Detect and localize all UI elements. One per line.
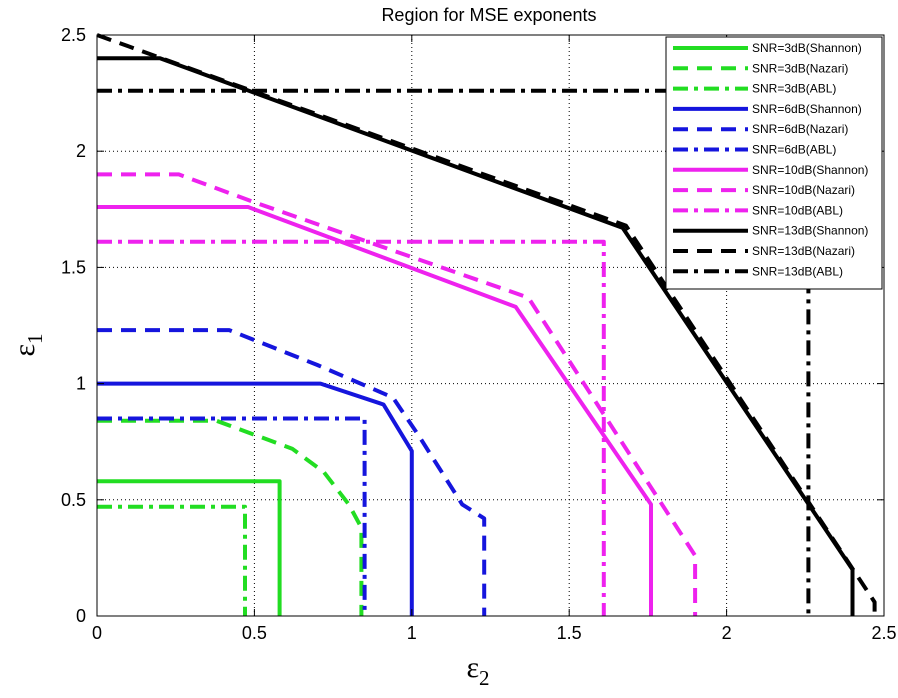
y-axis-label-subscript: 1 bbox=[23, 333, 47, 344]
y-axis-label-symbol: ε bbox=[8, 344, 41, 357]
legend-entry-label: SNR=10dB(Nazari) bbox=[752, 183, 855, 197]
chart-title: Region for MSE exponents bbox=[381, 5, 596, 25]
x-axis-label: ε2 bbox=[466, 651, 489, 690]
y-tick-label: 0 bbox=[76, 606, 86, 626]
axis-ticks: 0 0.5 1 1.5 2 2.5 0 0.5 1 1.5 2 2.5 bbox=[61, 25, 897, 643]
svg-text:ε2: ε2 bbox=[466, 651, 489, 690]
legend-entry-label: SNR=6dB(ABL) bbox=[752, 143, 836, 157]
y-tick-label: 0.5 bbox=[61, 490, 86, 510]
series-line-SNR=10dB(Nazari) bbox=[97, 172, 698, 616]
legend-entry-label: SNR=3dB(ABL) bbox=[752, 82, 836, 96]
series-line-SNR=6dB(Nazari) bbox=[97, 328, 487, 616]
series-line-SNR=10dB(ABL) bbox=[97, 239, 606, 616]
series-line-SNR=13dB(ABL) bbox=[97, 88, 811, 616]
legend-entry-label: SNR=13dB(Shannon) bbox=[752, 224, 868, 238]
x-tick-label: 1.5 bbox=[557, 623, 582, 643]
svg-text:ε1: ε1 bbox=[8, 333, 47, 356]
series-line-SNR=10dB(Shannon) bbox=[97, 205, 653, 616]
legend: SNR=3dB(Shannon) SNR=3dB(Nazari) SNR=3dB(A… bbox=[665, 36, 883, 290]
series-group bbox=[96, 33, 877, 616]
y-tick-label: 1.5 bbox=[61, 257, 86, 277]
y-tick-label: 2 bbox=[76, 141, 86, 161]
plot-frame bbox=[96, 34, 885, 617]
y-axis-label: ε1 bbox=[8, 333, 47, 356]
legend-entry-label: SNR=3dB(Shannon) bbox=[752, 41, 862, 55]
legend-entry-label: SNR=10dB(ABL) bbox=[752, 203, 843, 217]
x-tick-label: 1 bbox=[407, 623, 417, 643]
series-line-SNR=3dB(Shannon) bbox=[97, 479, 282, 616]
legend-entry-label: SNR=13dB(ABL) bbox=[752, 264, 843, 278]
x-axis-label-subscript: 2 bbox=[479, 666, 490, 690]
y-tick-label: 2.5 bbox=[61, 25, 86, 45]
x-axis-label-symbol: ε bbox=[466, 651, 479, 684]
series-line-SNR=13dB(Nazari) bbox=[96, 33, 877, 616]
x-tick-label: 2.5 bbox=[871, 623, 896, 643]
legend-entry-label: SNR=3dB(Nazari) bbox=[752, 61, 848, 75]
x-tick-label: 2 bbox=[722, 623, 732, 643]
series-line-SNR=6dB(Shannon) bbox=[97, 381, 414, 616]
legend-entry-label: SNR=6dB(Nazari) bbox=[752, 122, 848, 136]
series-line-SNR=3dB(ABL) bbox=[97, 504, 247, 616]
y-tick-label: 1 bbox=[76, 374, 86, 394]
x-tick-label: 0.5 bbox=[242, 623, 267, 643]
legend-entry-label: SNR=10dB(Shannon) bbox=[752, 163, 868, 177]
legend-entry-label: SNR=6dB(Shannon) bbox=[752, 102, 862, 116]
x-tick-label: 0 bbox=[92, 623, 102, 643]
legend-box bbox=[665, 36, 883, 290]
series-line-SNR=13dB(Shannon) bbox=[97, 56, 855, 616]
legend-entry-label: SNR=13dB(Nazari) bbox=[752, 244, 855, 258]
